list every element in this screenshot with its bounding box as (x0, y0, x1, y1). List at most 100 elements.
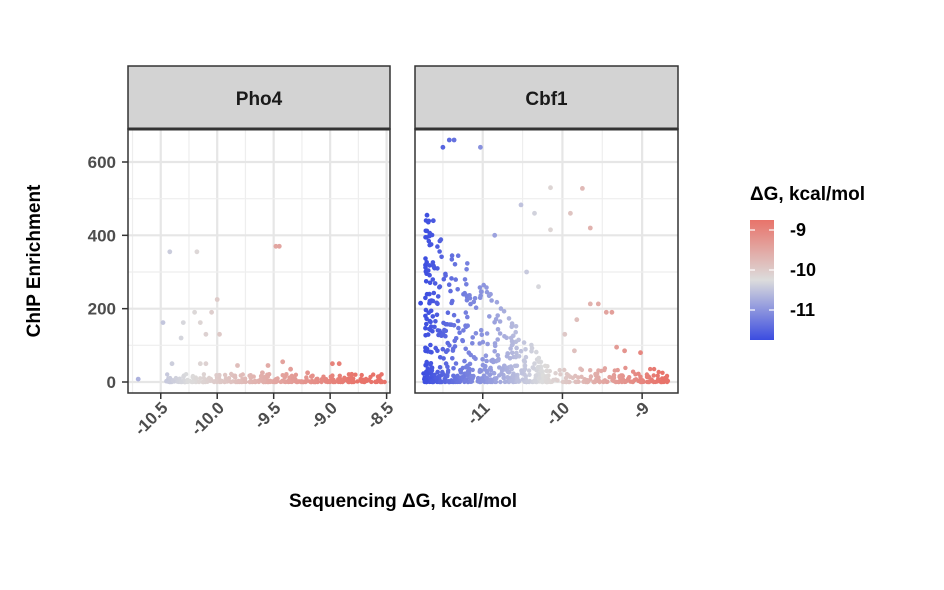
data-point (197, 320, 203, 325)
data-point (337, 373, 342, 378)
data-point (423, 325, 428, 331)
data-point (167, 375, 173, 381)
data-point (562, 367, 567, 373)
data-point (428, 349, 433, 355)
data-point (515, 379, 521, 384)
data-point (340, 379, 345, 385)
data-point (525, 379, 531, 385)
data-point (548, 185, 553, 191)
data-point (638, 350, 643, 356)
data-point (452, 338, 458, 344)
data-point (579, 374, 584, 379)
data-point (485, 341, 490, 347)
data-point (651, 379, 656, 385)
data-point (580, 186, 585, 191)
data-point (135, 376, 141, 382)
data-point (432, 281, 438, 286)
data-point (435, 328, 441, 333)
y-tick-label: 400 (88, 226, 116, 245)
data-point (236, 378, 241, 384)
data-point (424, 212, 430, 218)
data-point (432, 265, 437, 271)
data-point (359, 372, 364, 378)
data-point (424, 346, 430, 352)
data-point (484, 289, 490, 295)
data-point (499, 371, 504, 377)
data-point (265, 363, 271, 368)
data-point (494, 376, 499, 381)
data-point (430, 277, 436, 282)
data-point (638, 379, 643, 384)
data-point (173, 375, 179, 381)
data-point (518, 202, 524, 208)
data-point (496, 358, 501, 363)
data-point (470, 341, 475, 346)
data-point (544, 368, 549, 374)
data-point (603, 309, 609, 315)
data-point (169, 361, 175, 367)
data-point (482, 367, 488, 372)
data-point (440, 144, 446, 150)
data-point (167, 379, 172, 385)
data-point (501, 309, 507, 314)
plot-area-pho4 (128, 129, 390, 393)
data-point (497, 319, 503, 324)
data-point (319, 379, 324, 385)
data-point (311, 379, 316, 385)
data-point (160, 320, 166, 325)
data-point (455, 253, 461, 258)
data-point (544, 379, 549, 385)
data-point (505, 375, 510, 380)
data-point (524, 269, 529, 275)
y-tick-label: 600 (88, 153, 116, 172)
data-point (437, 249, 442, 254)
data-point (495, 337, 501, 342)
data-point (251, 379, 257, 384)
data-point (530, 365, 536, 370)
data-point (480, 357, 485, 362)
data-point (465, 314, 470, 320)
data-point (491, 370, 497, 376)
data-point (489, 298, 494, 303)
data-point (286, 378, 291, 384)
data-point (470, 374, 476, 379)
data-point (614, 344, 619, 350)
data-point (284, 372, 289, 377)
data-point (328, 374, 333, 379)
data-point (553, 371, 558, 376)
data-point (622, 348, 627, 354)
data-point (516, 337, 521, 343)
data-point (379, 372, 384, 377)
data-point (443, 328, 449, 334)
data-point (440, 369, 445, 375)
points-pho4 (135, 243, 387, 385)
data-point (197, 361, 203, 367)
data-point (527, 372, 532, 377)
data-point (428, 342, 433, 348)
data-point (185, 379, 190, 385)
data-point (451, 323, 457, 328)
data-point (487, 378, 493, 384)
x-tick-label: -10.0 (187, 398, 228, 439)
data-point (484, 285, 489, 290)
legend-title: ΔG, kcal/mol (750, 184, 865, 205)
data-point (196, 379, 202, 385)
data-point (435, 244, 440, 249)
data-point (190, 379, 195, 385)
data-point (548, 227, 553, 233)
data-point (232, 373, 238, 378)
data-point (450, 346, 456, 352)
data-point (455, 287, 461, 292)
data-point (214, 297, 220, 302)
data-point (276, 243, 282, 249)
data-point (609, 309, 615, 315)
data-point (480, 339, 486, 345)
data-point (435, 294, 441, 299)
data-point (428, 308, 434, 314)
data-point (424, 369, 429, 375)
data-point (564, 379, 569, 385)
legend-ticks: -9 -10 -11 (750, 220, 816, 320)
data-point (610, 375, 615, 380)
data-point (534, 349, 539, 355)
data-point (209, 309, 215, 315)
